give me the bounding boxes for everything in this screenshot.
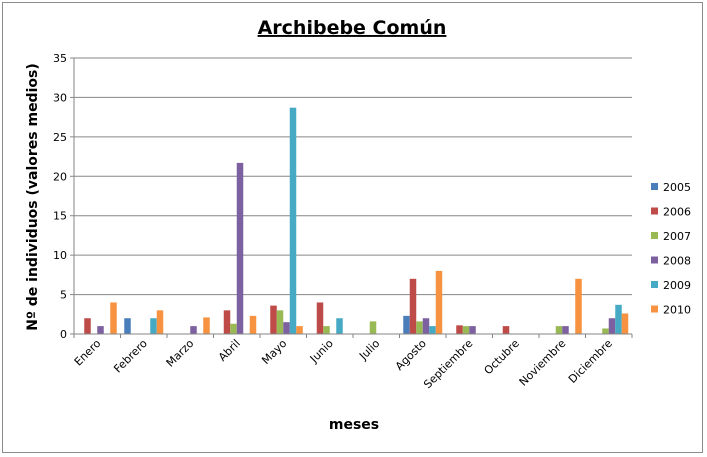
bar-2007-julio xyxy=(369,321,377,334)
x-tick-label: Abril xyxy=(216,337,243,364)
x-tick-label: Enero xyxy=(72,337,104,369)
y-tick-label: 5 xyxy=(60,289,67,302)
bar-2006-junio xyxy=(316,302,324,334)
bar-2007-diciembre xyxy=(602,328,609,334)
bar-2008-mayo xyxy=(283,322,290,334)
bar-2009-agosto xyxy=(429,326,436,334)
x-tick-label: Marzo xyxy=(164,337,197,370)
bar-2006-enero xyxy=(84,318,91,334)
x-axis-ticks: Enero Febrero Marzo Abril Mayo Junio Julio Agos… xyxy=(72,334,633,391)
x-tick-label: Diciembre xyxy=(566,337,615,386)
bar-2006-agosto xyxy=(409,278,417,334)
y-tick-label: 10 xyxy=(53,249,67,262)
bar-2005-agosto xyxy=(403,315,410,334)
y-tick-label: 15 xyxy=(53,210,67,223)
bar-2007-abril xyxy=(230,323,237,334)
x-tick-label: Mayo xyxy=(259,337,289,367)
bar-2007-junio xyxy=(323,326,330,334)
chart-title: Archibebe Común xyxy=(258,17,447,39)
legend-swatch-2009 xyxy=(651,281,658,288)
x-tick-label: Septiembre xyxy=(421,337,475,391)
y-tick-label: 0 xyxy=(60,328,67,341)
legend-label-2009: 2009 xyxy=(663,279,691,292)
bar-2008-agosto xyxy=(422,318,430,334)
x-tick-label: Octubre xyxy=(482,337,522,377)
bar-2008-marzo xyxy=(190,326,197,334)
legend-label-2007: 2007 xyxy=(663,230,691,243)
bar-2007-agosto xyxy=(416,321,423,334)
bar-2007-septiembre xyxy=(462,326,470,334)
bar-2008-abril xyxy=(236,162,244,334)
legend-label-2010: 2010 xyxy=(663,304,691,317)
bar-2009-diciembre xyxy=(615,304,622,334)
bar-2009-junio xyxy=(336,318,343,334)
y-tick-label: 25 xyxy=(53,131,67,144)
y-axis-ticks: 0 5 10 15 20 25 30 35 xyxy=(53,52,74,341)
y-tick-label: 35 xyxy=(53,52,67,65)
bar-2010-mayo xyxy=(296,326,303,334)
bar-2007-noviembre xyxy=(555,326,563,334)
legend-swatch-2010 xyxy=(651,305,658,313)
bar-2010-diciembre xyxy=(621,313,629,334)
axes xyxy=(73,58,632,335)
bar-2008-septiembre xyxy=(469,326,476,334)
x-tick-label: Junio xyxy=(307,337,336,366)
legend-label-2008: 2008 xyxy=(663,255,691,268)
legend-label-2006: 2006 xyxy=(663,206,691,219)
bar-2006-septiembre xyxy=(456,325,463,334)
bar-2006-octubre xyxy=(502,326,510,334)
bar-2010-agosto xyxy=(435,270,443,334)
x-tick-label: Julio xyxy=(356,337,382,363)
chart-frame xyxy=(2,2,703,453)
bar-2009-mayo xyxy=(289,107,297,335)
y-tick-label: 30 xyxy=(53,91,67,104)
x-tick-label: Agosto xyxy=(393,337,429,373)
bar-2008-enero xyxy=(97,326,104,334)
x-tick-label: Febrero xyxy=(111,337,150,376)
legend-swatch-2005 xyxy=(651,183,658,190)
y-axis-label: Nº de individuos (valores medios) xyxy=(25,63,41,330)
bar-2007-mayo xyxy=(276,310,284,334)
bar-2008-diciembre xyxy=(608,318,616,334)
bar-2006-mayo xyxy=(270,305,277,334)
bar-2010-noviembre xyxy=(575,278,582,334)
bar-2010-enero xyxy=(110,302,117,334)
legend-label-2005: 2005 xyxy=(663,181,691,194)
bar-2010-abril xyxy=(249,315,257,334)
y-tick-label: 20 xyxy=(53,170,67,183)
x-axis-label: meses xyxy=(329,417,379,433)
bar-2006-abril xyxy=(223,310,231,334)
legend-swatch-2006 xyxy=(651,207,658,215)
bar-2005-febrero xyxy=(124,318,131,334)
bars xyxy=(84,107,629,335)
legend-swatch-2007 xyxy=(651,232,658,239)
grid xyxy=(74,57,632,296)
bar-2009-febrero xyxy=(150,318,157,334)
legend: 2005 2006 2007 2008 2009 2010 xyxy=(651,181,691,317)
bar-2010-febrero xyxy=(156,310,164,334)
x-tick-label: Noviembre xyxy=(517,337,569,389)
bar-2010-marzo xyxy=(203,317,210,334)
legend-swatch-2008 xyxy=(651,256,658,264)
bar-2008-noviembre xyxy=(562,326,569,334)
